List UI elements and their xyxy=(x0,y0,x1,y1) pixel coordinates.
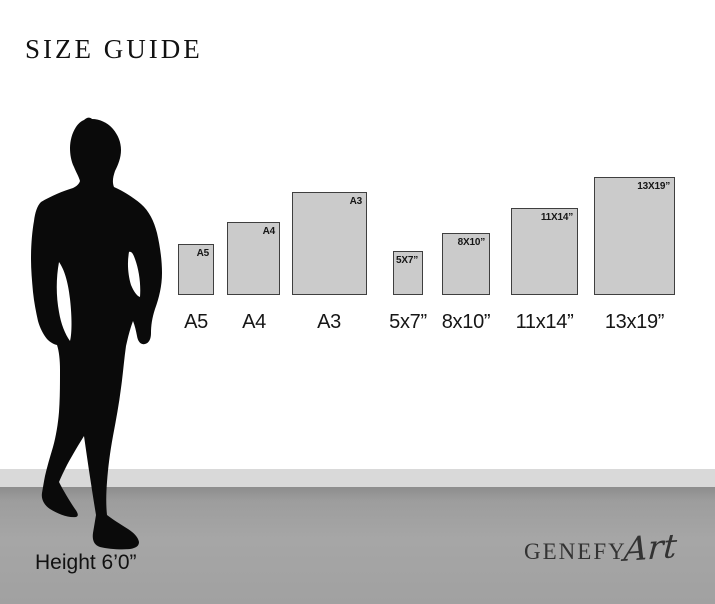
paper-corner-label-a5: A5 xyxy=(196,248,210,259)
paper-box-8x10: 8X10” xyxy=(442,233,490,295)
paper-box-a5: A5 xyxy=(178,244,214,295)
paper-box-5x7: 5X7” xyxy=(393,251,423,295)
paper-corner-label-a3: A3 xyxy=(349,196,363,207)
size-caption-a5: A5 xyxy=(184,311,208,333)
paper-corner-label-13x19: 13X19” xyxy=(637,181,670,192)
brand-name-text: GENEFY xyxy=(524,539,627,564)
size-caption-8x10: 8x10” xyxy=(441,311,491,333)
size-caption-5x7: 5x7” xyxy=(389,311,427,333)
paper-box-13x19: 13X19” xyxy=(594,177,675,295)
brand-script-text: Art xyxy=(622,526,679,569)
brand-logo: GENEFY Art xyxy=(524,526,694,578)
paper-corner-label-5x7: 5X7” xyxy=(396,255,418,266)
paper-box-11x14: 11X14” xyxy=(511,208,578,295)
paper-corner-label-8x10: 8X10” xyxy=(457,237,486,248)
paper-corner-label-a4: A4 xyxy=(262,226,276,237)
left-arm-gap-highlight xyxy=(56,262,72,341)
figure-height-label: Height 6’0” xyxy=(35,551,137,574)
paper-corner-label-11x14: 11X14” xyxy=(540,212,573,223)
right-arm-gap-highlight xyxy=(127,251,141,297)
page-title: SIZE GUIDE xyxy=(25,34,203,64)
size-caption-a4: A4 xyxy=(242,311,266,333)
size-caption-a3: A3 xyxy=(317,311,341,333)
size-caption-11x14: 11x14” xyxy=(515,311,574,333)
paper-box-a4: A4 xyxy=(227,222,280,295)
wall-baseboard xyxy=(0,469,715,487)
paper-box-a3: A3 xyxy=(292,192,367,295)
size-caption-13x19: 13x19” xyxy=(604,311,665,333)
